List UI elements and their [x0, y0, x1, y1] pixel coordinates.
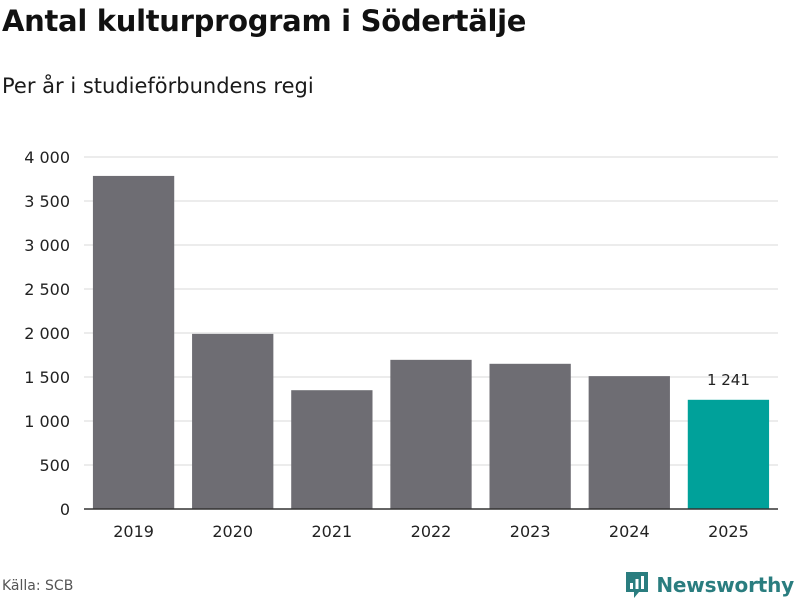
- y-tick-label: 500: [39, 456, 70, 475]
- bar-2024: [588, 376, 670, 509]
- brand-name: Newsworthy: [656, 573, 794, 597]
- x-tick-label: 2025: [708, 522, 749, 541]
- source-note: Källa: SCB: [2, 578, 74, 594]
- chart-subtitle: Per år i studieförbundens regi: [2, 74, 314, 98]
- brand-logo: Newsworthy: [624, 570, 794, 600]
- y-tick-label: 2 000: [24, 324, 70, 343]
- x-tick-label: 2021: [311, 522, 352, 541]
- bar-2019: [92, 175, 175, 510]
- x-tick-label: 2023: [510, 522, 551, 541]
- y-tick-label: 1 500: [24, 368, 70, 387]
- y-tick-label: 3 500: [24, 192, 70, 211]
- x-tick-label: 2019: [113, 522, 154, 541]
- y-tick-label: 4 000: [24, 148, 70, 167]
- x-tick-label: 2024: [609, 522, 650, 541]
- bar-2022: [390, 359, 472, 509]
- data-label: 1 241: [707, 371, 750, 389]
- y-tick-label: 0: [60, 500, 70, 519]
- bar-2020: [192, 333, 274, 509]
- y-tick-label: 2 500: [24, 280, 70, 299]
- chart-title: Antal kulturprogram i Södertälje: [2, 4, 527, 38]
- y-tick-label: 3 000: [24, 236, 70, 255]
- y-tick-label: 1 000: [24, 412, 70, 431]
- newsworthy-logo-icon: [626, 572, 649, 598]
- x-tick-label: 2020: [212, 522, 253, 541]
- bar-2021: [291, 390, 373, 509]
- bar-2023: [489, 363, 571, 509]
- bar-2025: [687, 399, 770, 509]
- x-tick-label: 2022: [411, 522, 452, 541]
